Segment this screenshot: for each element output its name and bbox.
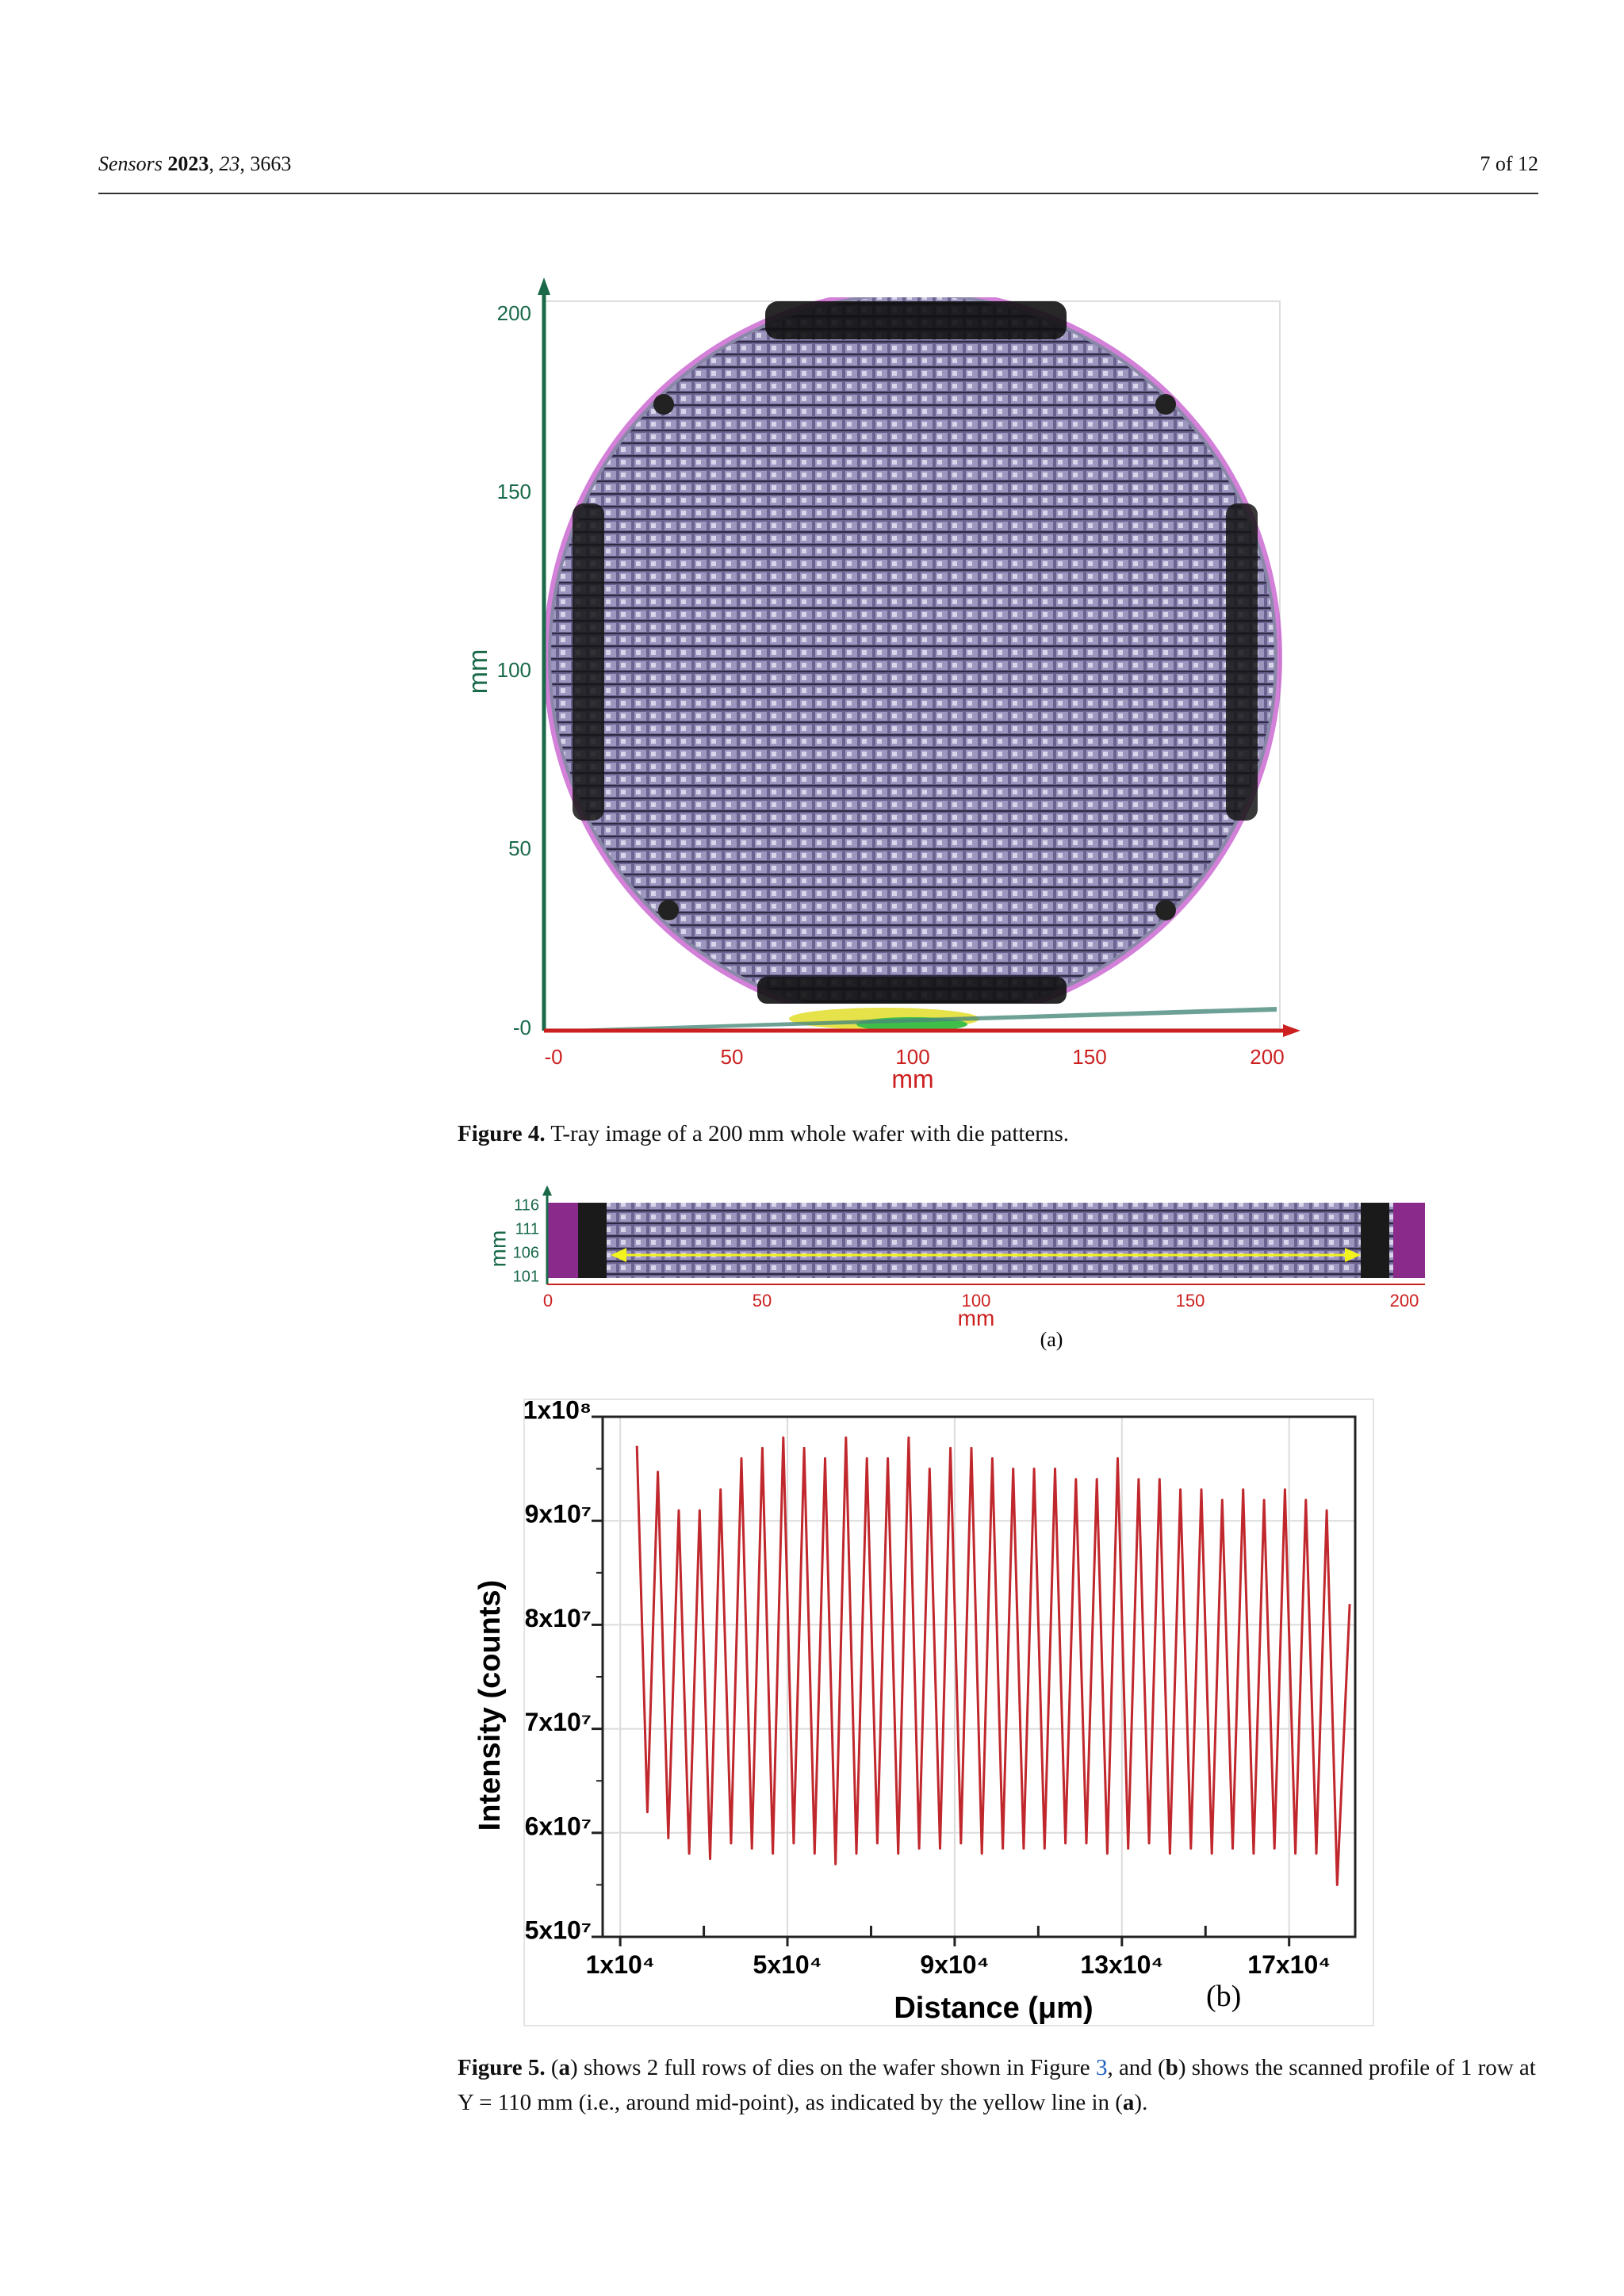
panel-label: (b): [1206, 1980, 1241, 2013]
x-tick-label: 9x10⁴: [920, 1950, 989, 1979]
y-tick-label: 200: [497, 301, 531, 325]
y-tick-label: -0: [513, 1016, 531, 1039]
caption-text: b: [1165, 2055, 1178, 2080]
y-tick-label: 5x10⁷: [525, 1915, 592, 1944]
y-tick-label: 1x10⁸: [523, 1395, 592, 1424]
panel-label: (a): [1040, 1328, 1063, 1351]
caption-text: T-ray image of a 200 mm whole wafer with…: [545, 1121, 1069, 1146]
x-tick-label: 100: [962, 1291, 991, 1311]
caption-text: Figure 4.: [458, 1121, 546, 1146]
x-axis-title: mm: [958, 1306, 995, 1330]
caption-text: ) shows the scanned profile of 1 row at …: [458, 2055, 1536, 2115]
x-tick-label: 150: [1176, 1291, 1205, 1311]
header-rule: [98, 193, 1538, 194]
caption-text: ) shows 2 full rows of dies on the wafer…: [570, 2055, 1096, 2080]
x-tick-label: 200: [1250, 1045, 1284, 1069]
y-tick-label: 116: [514, 1196, 539, 1214]
caption-text[interactable]: 3: [1095, 2055, 1108, 2080]
x-tick-label: 5x10⁴: [753, 1950, 822, 1979]
x-tick-label: 0: [543, 1291, 553, 1311]
x-tick-label: 200: [1390, 1291, 1419, 1311]
caption-text: Figure 5.: [458, 2055, 546, 2080]
figure-4-caption: Figure 4. T-ray image of a 200 mm whole …: [458, 1116, 1552, 1151]
y-tick-label: 7x10⁷: [525, 1708, 592, 1736]
y-tick-label: 100: [497, 658, 531, 682]
y-axis-title: Intensity (counts): [473, 1580, 507, 1831]
y-tick-label: 106: [513, 1244, 539, 1261]
y-axis-title: mm: [463, 649, 493, 695]
y-tick-label: 9x10⁷: [525, 1500, 592, 1529]
y-tick-label: 101: [513, 1268, 539, 1285]
x-tick-label: -0: [544, 1045, 562, 1069]
x-tick-label: 13x10⁴: [1080, 1950, 1163, 1979]
x-tick-label: 50: [753, 1291, 772, 1311]
volume: , 23: [209, 152, 240, 175]
y-tick-label: 111: [515, 1220, 539, 1238]
x-tick-label: 1x10⁴: [586, 1950, 655, 1979]
x-tick-label: 17x10⁴: [1247, 1950, 1331, 1979]
year: 2023: [162, 152, 209, 175]
x-axis-title: mm: [891, 1065, 933, 1093]
y-tick-label: 8x10⁷: [525, 1604, 592, 1632]
running-header: Sensors 2023, 23, 3663: [98, 152, 291, 176]
caption-text: a: [1122, 2090, 1135, 2115]
caption-text: (: [545, 2055, 559, 2080]
journal: Sensors: [98, 152, 163, 175]
caption-text: ).: [1134, 2090, 1148, 2115]
x-axis-title: Distance (μm): [894, 1992, 1093, 2025]
y-tick-label: 6x10⁷: [525, 1812, 592, 1840]
figure-4: mm mm 200 150 100 50 -0 -0 50 100 150 200: [463, 277, 1300, 1093]
x-tick-label: 150: [1072, 1045, 1106, 1069]
y-tick-label: 150: [497, 480, 531, 503]
figure-5-caption: Figure 5. (a) shows 2 full rows of dies …: [458, 2050, 1552, 2120]
data-line: [635, 1436, 1351, 1886]
y-axis-title: mm: [485, 1230, 510, 1268]
x-tick-label: 50: [721, 1045, 744, 1069]
article: , 3663: [239, 152, 292, 175]
x-tick-label: 100: [895, 1045, 929, 1069]
y-tick-label: 50: [508, 836, 531, 860]
caption-text: a: [558, 2055, 571, 2080]
caption-text: , and (: [1107, 2055, 1166, 2080]
plot-frame: [601, 1415, 1357, 1938]
figure-5b: (b) 5x10⁷ 6x10⁷ 7x10⁷ 8x10⁷ 9x10⁷ 1x10⁸ 1x10⁴ 5…: [473, 1395, 1374, 2026]
page-number: 7 of 12: [1480, 152, 1538, 175]
